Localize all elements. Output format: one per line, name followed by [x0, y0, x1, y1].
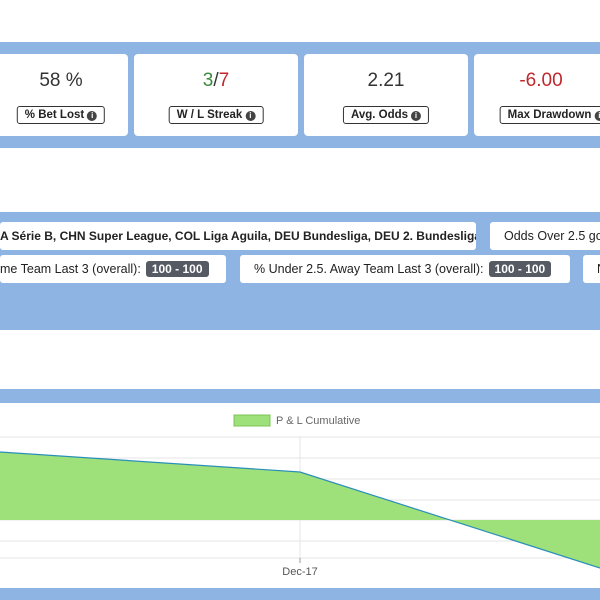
info-icon: i	[411, 111, 422, 121]
streak-losses: 7	[218, 70, 230, 91]
away-team-filter-label: % Under 2.5. Away Team Last 3 (overall):	[254, 262, 484, 276]
home-team-filter-value: 100 - 100	[145, 261, 209, 277]
stat-label-max-drawdown[interactable]: Max Drawdown i	[499, 106, 600, 124]
stat-card-bet-lost: 58 % % Bet Lost i	[0, 54, 128, 136]
stat-label-bet-lost[interactable]: % Bet Lost i	[16, 106, 106, 124]
stat-value-streak: 3/7	[134, 70, 298, 92]
home-team-filter-chip[interactable]: me Team Last 3 (overall): 100 - 100	[0, 255, 226, 283]
away-team-filter-chip[interactable]: % Under 2.5. Away Team Last 3 (overall):…	[240, 255, 570, 283]
pnl-chart: P & L Cumulative Dec-17	[0, 414, 600, 578]
stat-value-bet-lost: 58 %	[39, 70, 83, 91]
info-icon: i	[245, 111, 256, 121]
x-tick-label: Dec-17	[282, 566, 317, 578]
odds-filter-chip[interactable]: Odds Over 2.5 go	[490, 222, 600, 250]
stat-label-avg-odds[interactable]: Avg. Odds i	[342, 106, 430, 124]
pnl-line	[0, 451, 600, 569]
stat-card-max-drawdown: -6.00 Max Drawdown i	[474, 54, 600, 136]
stat-card-streak: 3/7 W / L Streak i	[134, 54, 298, 136]
stats-band: 58 % % Bet Lost i 3/7 W / L Streak i 2.21 …	[0, 42, 600, 148]
stat-card-avg-odds: 2.21 Avg. Odds i	[304, 54, 468, 136]
stat-value-avg-odds: 2.21	[367, 70, 405, 91]
extra-filter-chip[interactable]: N	[583, 255, 600, 283]
filter-band: A Série B, CHN Super League, COL Liga Ag…	[0, 212, 600, 330]
legend-label[interactable]: P & L Cumulative	[276, 415, 360, 427]
pnl-chart-panel: P & L Cumulative Dec-17	[0, 403, 600, 588]
streak-separator: /	[213, 70, 219, 91]
stat-label-streak[interactable]: W / L Streak i	[168, 106, 264, 124]
extra-filter-label: N	[583, 262, 600, 276]
stat-value-max-drawdown: -6.00	[519, 70, 563, 91]
odds-filter-text: Odds Over 2.5 go	[504, 229, 600, 243]
home-team-filter-label: me Team Last 3 (overall):	[0, 262, 141, 276]
legend-swatch[interactable]	[233, 414, 271, 427]
streak-wins: 3	[202, 70, 214, 91]
league-filter-text: A Série B, CHN Super League, COL Liga Ag…	[0, 229, 476, 243]
info-icon: i	[594, 111, 600, 121]
away-team-filter-value: 100 - 100	[488, 261, 552, 277]
pnl-area	[0, 452, 600, 568]
info-icon: i	[87, 111, 98, 121]
league-filter-chip[interactable]: A Série B, CHN Super League, COL Liga Ag…	[0, 222, 476, 250]
